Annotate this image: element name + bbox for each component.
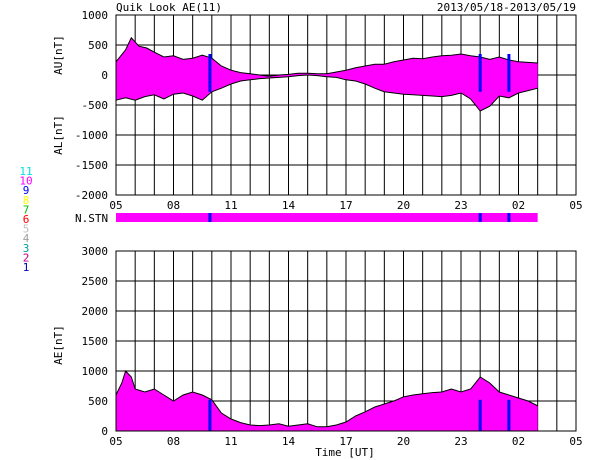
x-tick-label: 11 — [224, 435, 237, 448]
legend-station-2: 2 — [23, 251, 30, 264]
y-tick-label: 0 — [101, 425, 108, 438]
x-tick-label: 05 — [569, 435, 582, 448]
y-tick-label: 3000 — [82, 245, 109, 258]
x-tick-label: 11 — [224, 199, 237, 212]
x-tick-label: 05 — [109, 199, 122, 212]
x-tick-label: 20 — [397, 199, 410, 212]
ae-frame — [115, 250, 577, 432]
legend-station-1: 1 — [23, 261, 30, 274]
x-tick-label: 05 — [109, 435, 122, 448]
legend-station-10: 10 — [19, 175, 32, 188]
nstn-panel — [116, 213, 538, 222]
x-tick-label: 23 — [454, 199, 467, 212]
x-tick-label: 17 — [339, 199, 352, 212]
legend-station-4: 4 — [23, 232, 30, 245]
ae-axis-label: AE[nT] — [52, 325, 65, 365]
x-tick-label: 02 — [512, 435, 525, 448]
au-axis-label: AU[nT] — [52, 35, 65, 75]
x-tick-label: 05 — [569, 199, 582, 212]
chart-date-range: 2013/05/18-2013/05/19 — [437, 1, 576, 14]
x-tick-label: 08 — [167, 435, 180, 448]
legend-station-9: 9 — [23, 184, 30, 197]
y-tick-label: -1500 — [75, 159, 108, 172]
legend-station-5: 5 — [23, 223, 30, 236]
y-tick-label: -2000 — [75, 189, 108, 202]
legend-station-8: 8 — [23, 194, 30, 207]
al-axis-label: AL[nT] — [52, 115, 65, 155]
x-tick-label: 17 — [339, 435, 352, 448]
y-tick-label: 2500 — [82, 275, 109, 288]
ae-fill — [116, 371, 538, 431]
nstn-label: N.STN — [75, 212, 108, 225]
legend-station-3: 3 — [23, 242, 30, 255]
y-tick-label: -500 — [82, 99, 109, 112]
y-tick-label: -1000 — [75, 129, 108, 142]
legend-station-6: 6 — [23, 213, 30, 226]
time-axis-label: Time [UT] — [315, 446, 375, 459]
nstn-bar — [116, 213, 538, 222]
y-tick-label: 1500 — [82, 335, 109, 348]
y-tick-label: 1000 — [82, 365, 109, 378]
x-tick-label: 23 — [454, 435, 467, 448]
y-tick-label: 500 — [88, 39, 108, 52]
y-tick-label: 1000 — [82, 9, 109, 22]
au-series-line — [115, 36, 538, 77]
x-tick-label: 08 — [167, 199, 180, 212]
y-tick-label: 0 — [101, 69, 108, 82]
chart-title: Quik Look AE(11) — [116, 1, 222, 14]
x-tick-label: 14 — [282, 435, 296, 448]
x-tick-label: 02 — [512, 199, 525, 212]
legend-station-7: 7 — [23, 203, 30, 216]
y-tick-label: 2000 — [82, 305, 109, 318]
au-al-frame — [115, 14, 577, 196]
legend-station-11: 11 — [19, 165, 32, 178]
x-tick-label: 14 — [282, 199, 296, 212]
ae-series-line — [115, 370, 538, 428]
au-al-fill — [116, 37, 538, 111]
al-series-line — [115, 74, 538, 112]
y-tick-label: 500 — [88, 395, 108, 408]
x-tick-label: 20 — [397, 435, 410, 448]
